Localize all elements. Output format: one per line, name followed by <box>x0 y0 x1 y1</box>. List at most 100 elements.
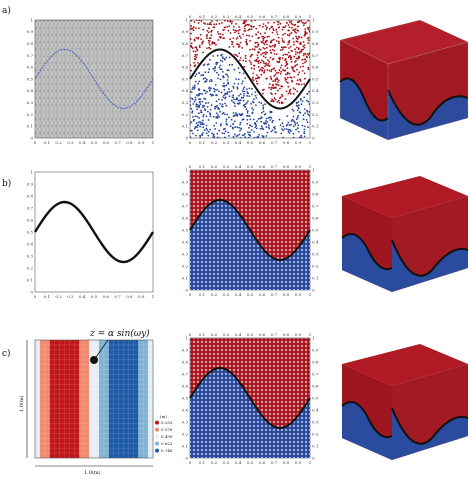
tick-label-y-right: 0.7 <box>312 53 319 58</box>
tick-label-x-top: 0.1 <box>199 332 205 337</box>
particle <box>293 55 296 58</box>
particle <box>233 68 236 71</box>
tick-label-x: 0.9 <box>295 460 302 465</box>
tick-label-y: 0.4 <box>27 88 34 93</box>
particle <box>278 57 280 60</box>
tick-label-y: 0.5 <box>182 395 189 400</box>
particle <box>219 33 222 35</box>
particle <box>300 103 303 106</box>
particle <box>290 49 293 52</box>
particle <box>276 83 279 86</box>
particle <box>230 40 233 43</box>
particle <box>292 37 294 40</box>
particle <box>243 25 246 28</box>
tick-label-x-top: 0.4 <box>235 164 242 169</box>
particle <box>217 107 220 110</box>
particle <box>195 103 198 106</box>
particle <box>265 135 268 137</box>
particle <box>259 32 262 35</box>
particle <box>307 68 310 71</box>
particle <box>254 42 257 44</box>
particle <box>194 50 197 53</box>
tick-label-y-right: 0.1 <box>312 275 318 280</box>
particle <box>266 131 269 134</box>
particle <box>254 45 257 48</box>
tick-label-x-top: 0.2 <box>211 164 218 169</box>
particle <box>284 98 287 100</box>
tick-label-x: 0.2 <box>211 292 218 297</box>
particle <box>267 64 269 67</box>
particle <box>269 116 271 119</box>
tick-label-x-top: 0.6 <box>259 164 266 169</box>
particle <box>232 101 235 104</box>
particle <box>254 91 257 94</box>
particle <box>252 76 255 79</box>
legend-value: 0.623 <box>161 441 173 446</box>
particle <box>233 98 235 101</box>
particle <box>304 61 306 64</box>
particle <box>229 32 232 34</box>
particle <box>261 89 264 92</box>
particle <box>250 20 253 22</box>
particle <box>249 124 252 127</box>
particle <box>236 43 239 45</box>
particle <box>190 38 192 40</box>
particle <box>268 127 271 130</box>
tick-label-x-top: 1 <box>309 14 312 19</box>
particle <box>266 35 269 38</box>
tick-label-y-right: 0.8 <box>312 359 319 364</box>
particle <box>272 80 275 82</box>
particle <box>307 39 310 42</box>
particle <box>206 47 208 50</box>
particle <box>197 22 200 24</box>
tick-label-y-right: 0.1 <box>312 443 318 448</box>
tick-label-x-top: 0.4 <box>235 332 242 337</box>
particle <box>264 56 267 59</box>
particle <box>238 133 241 136</box>
particle <box>280 70 283 73</box>
particle <box>211 41 214 44</box>
particle <box>304 31 307 34</box>
particle <box>223 37 226 40</box>
particle <box>291 66 293 69</box>
particle <box>303 44 306 46</box>
height-stripe <box>103 340 110 458</box>
particle <box>236 55 239 58</box>
particle <box>234 31 236 34</box>
interface-plot: 00 0.1 0.1 0.2 0.2 0.3 0.3 0.4 0.4 0.5 0.5 0.6 0.6 0.… <box>27 169 155 299</box>
particle <box>242 99 245 102</box>
particle <box>277 99 280 102</box>
particle <box>221 53 223 56</box>
particle <box>268 65 271 67</box>
particle <box>214 67 216 70</box>
particle <box>301 100 304 103</box>
particle <box>277 61 280 64</box>
particle <box>217 74 220 76</box>
particle <box>221 60 224 63</box>
particle <box>207 31 210 34</box>
particle <box>246 110 249 113</box>
particle <box>270 92 272 94</box>
tick-label-x: 0.7 <box>271 140 278 145</box>
particle <box>271 44 274 47</box>
particle <box>280 46 283 49</box>
particle <box>244 24 247 27</box>
particle <box>257 31 260 33</box>
particle <box>219 124 222 127</box>
particle <box>190 96 192 99</box>
particle <box>252 118 255 121</box>
particle <box>213 124 216 127</box>
particle <box>266 43 268 46</box>
particle <box>198 27 200 30</box>
particle <box>209 58 211 61</box>
particle <box>244 77 247 79</box>
particle <box>292 132 295 135</box>
particle <box>261 52 264 55</box>
particle <box>286 53 288 56</box>
tick-label-y-right: 0.5 <box>312 76 319 81</box>
particle <box>302 118 305 121</box>
cube-front-blue-b <box>342 234 392 292</box>
particle <box>198 20 201 22</box>
particle <box>287 85 290 88</box>
particle <box>243 86 246 89</box>
